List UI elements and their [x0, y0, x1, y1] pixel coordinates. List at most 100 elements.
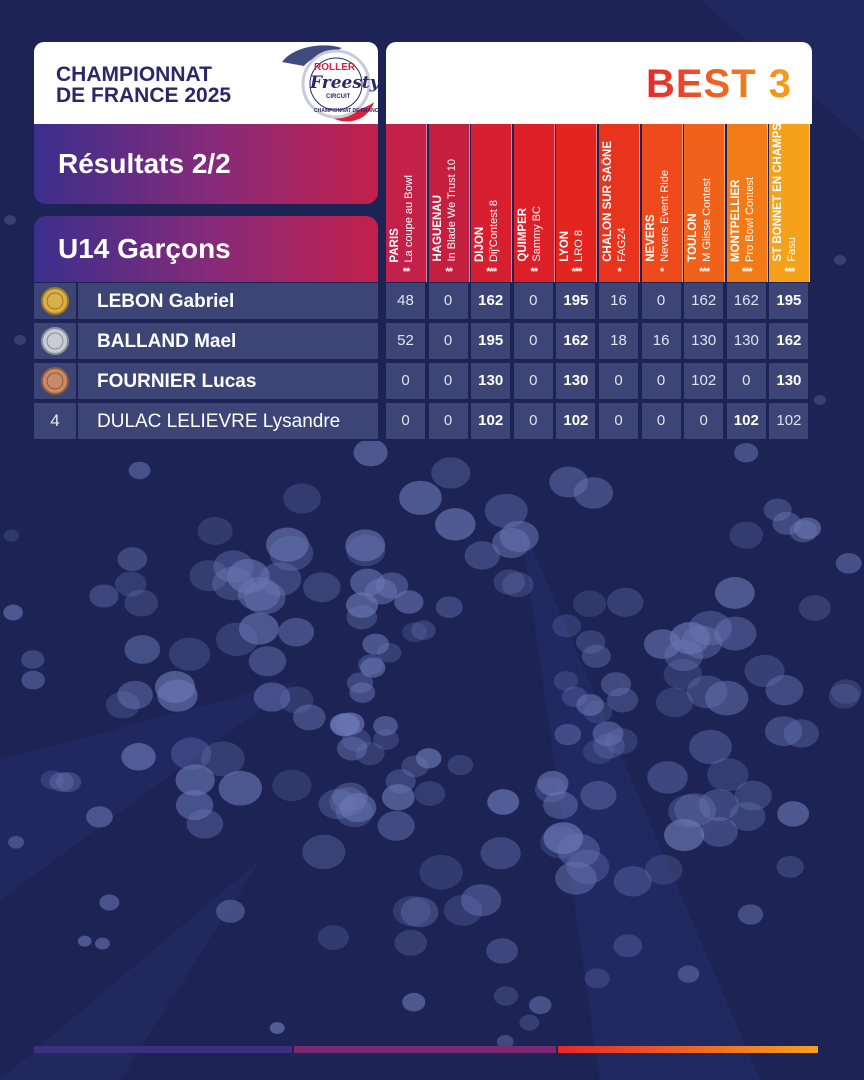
background-dot [537, 770, 569, 796]
event-city: NEVERS [644, 214, 657, 262]
event-stars: *** [741, 266, 753, 278]
roller-freestyle-logo: ROLLER Freestyle CIRCUIT CHAMPIONNAT DE … [282, 45, 378, 122]
event-column-header: HAGUENAU In Blade We Trust 10 ** [428, 124, 470, 282]
background-dot [339, 793, 377, 823]
event-column-header: ST BONNET EN CHAMPSAUR Fasu *** [769, 124, 811, 282]
background-dot [77, 935, 92, 947]
background-dot [435, 596, 463, 618]
background-dot [480, 837, 521, 870]
athlete-name: LEBON Gabriel [97, 291, 235, 312]
background-dot [318, 789, 357, 820]
background-dot [435, 508, 476, 541]
event-stars: ** [402, 266, 411, 278]
background-dot [128, 461, 151, 480]
background-dot [677, 965, 700, 983]
background-dot [606, 687, 639, 713]
background-dot [216, 899, 245, 923]
background-dot [415, 748, 442, 769]
background-dot [402, 622, 427, 643]
background-dot [248, 646, 287, 677]
background-dot [269, 1022, 285, 1035]
background-dot [376, 643, 402, 663]
background-dot [575, 630, 606, 654]
background-dot [350, 568, 385, 597]
background-dot [345, 592, 379, 618]
background-dot [493, 986, 519, 1006]
background-dot [345, 529, 386, 562]
background-dot [698, 789, 739, 822]
event-column-header: MONTPELLIER Pro Bowl Contest *** [726, 124, 768, 282]
background-dot [3, 529, 20, 542]
score-cell: 16 [641, 323, 683, 361]
event-name: Sammy BC [530, 206, 543, 262]
background-dot [86, 806, 113, 828]
event-stars: ** [445, 266, 453, 278]
event-stars: *** [486, 266, 497, 278]
event-label: CHALON SUR SAÔNE FAG24 [601, 141, 629, 262]
background-dot [573, 477, 614, 509]
background-dot [700, 816, 738, 847]
background-dot [302, 834, 346, 870]
background-dot [170, 737, 212, 770]
background-dot [175, 790, 214, 821]
results-heading: Résultats 2/2 [34, 124, 378, 204]
event-city: PARIS [389, 227, 401, 262]
background-dot [399, 480, 442, 515]
background-dot [447, 754, 474, 776]
background-dot [402, 992, 426, 1012]
background-dot [705, 680, 749, 716]
table-row: LEBON Gabriel [34, 283, 378, 321]
rank-cell [34, 283, 78, 319]
event-label: NEVERS Nevers Event Ride [644, 170, 672, 262]
background-dot [175, 764, 215, 796]
event-name: La coupe au Bowl [403, 174, 415, 262]
svg-text:Freestyle: Freestyle [309, 73, 378, 93]
score-cell: 48 [386, 283, 427, 321]
background-dot [400, 896, 439, 928]
event-city: MONTPELLIER [729, 179, 742, 262]
background-dot [729, 802, 766, 832]
background-dot [377, 811, 415, 841]
event-city: QUIMPER [516, 208, 529, 262]
background-dot [554, 723, 582, 746]
score-cell: 0 [599, 363, 640, 401]
background-dot [346, 604, 378, 630]
background-dot [124, 589, 159, 617]
background-dot [317, 925, 349, 950]
background-dot [414, 781, 446, 806]
background-dot [576, 693, 604, 716]
score-cell: 0 [386, 363, 427, 401]
best-panel: BEST 3 [386, 42, 812, 124]
score-cell: 102 [684, 363, 726, 401]
background-dot [519, 1014, 540, 1031]
background-dot [381, 784, 415, 811]
background-dot [776, 855, 804, 878]
score-cell: 0 [641, 283, 683, 321]
footer-bar-2 [294, 1046, 556, 1053]
background-dot [94, 937, 110, 950]
event-name: Dij'Contest 8 [488, 199, 501, 262]
score-cell: 0 [428, 403, 470, 441]
background-dot [431, 457, 471, 489]
background-dot [686, 675, 728, 709]
background-dot [331, 712, 361, 736]
championship-title: CHAMPIONNAT DE FRANCE 2025 [56, 64, 286, 106]
background-dot [124, 635, 161, 664]
background-dot [737, 904, 764, 925]
event-label: HAGUENAU In Blade We Trust 10 [431, 159, 459, 262]
background-dot [714, 616, 757, 651]
score-cell: 102 [726, 403, 768, 441]
background-dot [392, 895, 431, 927]
background-dot [529, 996, 552, 1015]
score-cell: 130 [769, 363, 811, 401]
background-dot [3, 604, 23, 621]
background-dot [238, 612, 279, 645]
footer-bar-3 [558, 1046, 818, 1053]
title-line-2: DE FRANCE 2025 [56, 84, 232, 107]
event-stars: * [659, 266, 664, 278]
table-row: 4 DULAC LELIEVRE Lysandre [34, 403, 378, 441]
background-dot [592, 721, 624, 747]
event-city: HAGUENAU [431, 195, 444, 262]
event-name: Nevers Event Ride [658, 170, 671, 262]
event-label: DIJON Dij'Contest 8 [473, 200, 501, 262]
